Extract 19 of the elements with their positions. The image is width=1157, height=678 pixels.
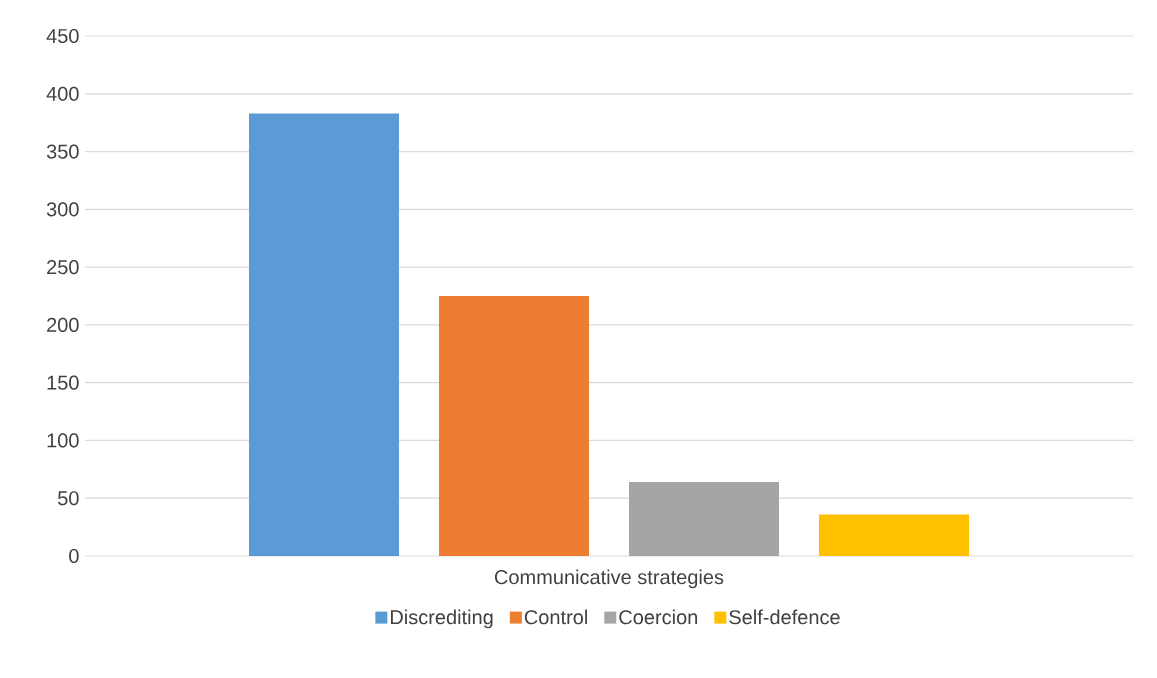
y-tick-label: 300 [46, 202, 79, 217]
y-tick-label: 400 [46, 86, 79, 101]
y-tick-label: 350 [46, 144, 79, 159]
y-tick-label: 150 [47, 375, 79, 390]
bar [438, 296, 589, 556]
bar [248, 113, 399, 556]
y-tick-label: 200 [47, 317, 79, 332]
y-tick-label: 250 [47, 260, 79, 275]
y-tick-label: 100 [47, 433, 79, 448]
legend-label: Control [524, 609, 587, 625]
y-tick-label: 50 [58, 491, 79, 506]
x-tick-label: Communicative strategies [494, 569, 724, 589]
legend-label: Coercion [619, 609, 698, 625]
y-tick-label: 0 [69, 548, 79, 564]
legend-label: Self-defence [729, 609, 840, 625]
y-tick-label: 450 [46, 28, 79, 44]
bar [818, 514, 969, 556]
legend-label: Discrediting [390, 609, 493, 629]
bar [628, 482, 779, 556]
